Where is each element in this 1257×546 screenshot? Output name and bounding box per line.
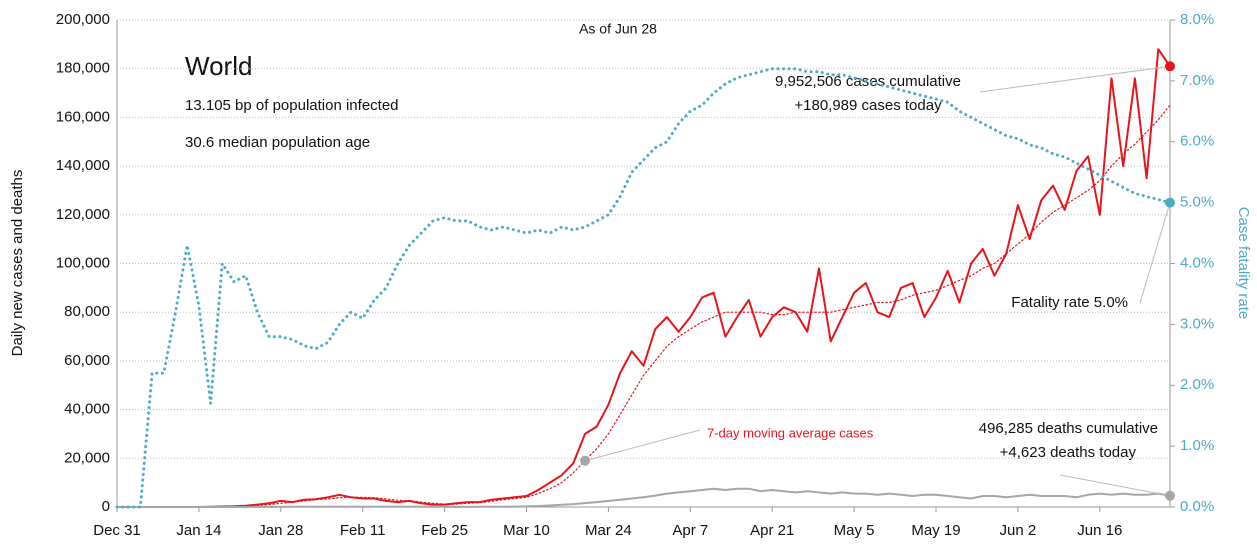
point-marker	[1165, 197, 1175, 208]
x-tick-label: May 5	[834, 522, 875, 539]
y2-axis-label: Case fatality rate	[1235, 207, 1252, 320]
series-line	[115, 67, 1172, 509]
leader-line	[979, 65, 1171, 93]
series-line	[116, 487, 1171, 508]
x-tick-label: Jun 16	[1077, 522, 1122, 539]
annotation: 496,285 deaths cumulative	[979, 420, 1158, 437]
point-marker	[580, 455, 590, 466]
y-tick-label: 180,000	[56, 60, 110, 77]
y-tick-label: 0	[102, 498, 110, 515]
point-marker	[1165, 490, 1175, 501]
leader-line	[1139, 202, 1171, 304]
y2-tick-label: 1.0%	[1180, 437, 1214, 454]
leader-line	[584, 429, 701, 462]
y-tick-label: 100,000	[56, 254, 110, 271]
note: 30.6 median population age	[185, 134, 370, 151]
y-tick-label: 60,000	[64, 352, 110, 369]
y2-tick-label: 6.0%	[1180, 133, 1214, 150]
subtitle: As of Jun 28	[579, 21, 657, 37]
series-line	[116, 104, 1171, 508]
y2-tick-label: 0.0%	[1180, 498, 1214, 515]
x-tick-label: Feb 25	[421, 522, 468, 539]
x-tick-label: Jan 14	[176, 522, 221, 539]
x-tick-label: Dec 31	[93, 522, 141, 539]
annotation: Fatality rate 5.0%	[1011, 294, 1128, 311]
y-tick-label: 80,000	[64, 303, 110, 320]
annotation: +4,623 deaths today	[1000, 444, 1137, 461]
x-tick-label: Jan 28	[258, 522, 303, 539]
y-tick-label: 40,000	[64, 401, 110, 418]
annotation: 9,952,506 cases cumulative	[775, 73, 961, 90]
y-tick-label: 120,000	[56, 206, 110, 223]
x-tick-label: May 19	[911, 522, 960, 539]
y-tick-label: 140,000	[56, 157, 110, 174]
x-tick-label: Mar 24	[585, 522, 632, 539]
y2-tick-label: 3.0%	[1180, 315, 1214, 332]
y2-tick-label: 5.0%	[1180, 194, 1214, 211]
series-line	[116, 48, 1171, 508]
point-marker	[1165, 61, 1175, 72]
x-tick-label: Jun 2	[1000, 522, 1037, 539]
x-tick-label: Feb 11	[340, 522, 386, 539]
y2-tick-label: 7.0%	[1180, 72, 1214, 89]
x-tick-label: Apr 21	[750, 522, 794, 539]
y2-tick-label: 8.0%	[1180, 11, 1214, 28]
y-tick-label: 160,000	[56, 108, 110, 125]
y2-tick-label: 4.0%	[1180, 254, 1214, 271]
note: 13.105 bp of population infected	[185, 97, 399, 114]
x-tick-label: Apr 7	[672, 522, 708, 539]
y-tick-label: 20,000	[64, 449, 110, 466]
x-tick-label: Mar 10	[503, 522, 550, 539]
y-axis-label: Daily new cases and deaths	[9, 170, 26, 357]
annotation: +180,989 cases today	[794, 97, 942, 114]
y-tick-label: 200,000	[56, 11, 110, 28]
chart-title: World	[185, 51, 252, 81]
annotation: 7-day moving average cases	[707, 425, 874, 440]
leader-line	[1059, 474, 1171, 497]
y2-tick-label: 2.0%	[1180, 376, 1214, 393]
